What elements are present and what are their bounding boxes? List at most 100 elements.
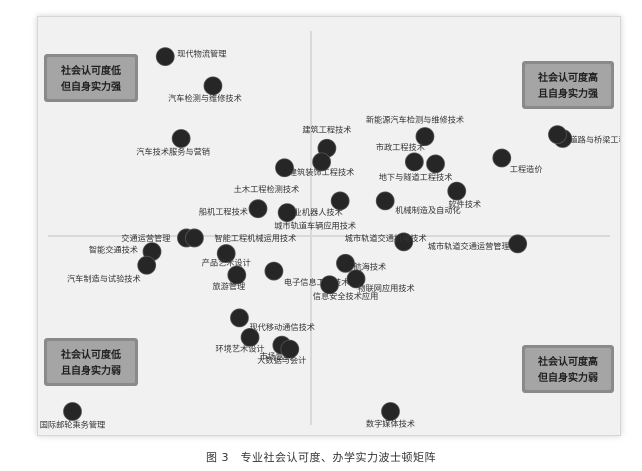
- scatter-point-label: 城市轨道车辆应用技术: [274, 221, 356, 231]
- scatter-point-label: 城市轨道交通机电技术: [345, 233, 427, 243]
- quadrant-bottom-left-line2: 且自身实力弱: [61, 364, 121, 377]
- scatter-point-marker: [137, 255, 157, 275]
- scatter-point: 建筑装饰工程技术: [289, 152, 355, 177]
- scatter-point-marker: [216, 244, 236, 263]
- scatter-point-label: 旅游管理: [212, 281, 245, 291]
- scatter-point-label: 建筑装饰工程技术: [289, 167, 355, 177]
- scatter-point-label: 市场营销: [259, 351, 292, 361]
- scatter-point-label: 船机工程技术: [199, 207, 248, 217]
- scatter-point: 物联网应用技术: [346, 269, 415, 293]
- scatter-point: 市政工程技术: [376, 142, 425, 172]
- scatter-point-label: 电子信息工程技术: [284, 277, 350, 287]
- scatter-point-label: 新能源汽车检测与维修技术: [366, 115, 464, 125]
- scatter-point-marker: [346, 269, 366, 289]
- scatter-point-label: 市政工程技术: [376, 142, 425, 152]
- scatter-point: 现代移动通信技术: [230, 308, 315, 332]
- scatter-point: 城市轨道交通运营管理: [428, 234, 528, 254]
- scatter-point: 地下与隧道工程技术: [379, 154, 453, 182]
- scatter-point-marker: [375, 191, 395, 211]
- scatter-point-label: 地下与隧道工程技术: [379, 172, 453, 182]
- scatter-point-marker: [277, 203, 297, 223]
- scatter-point-marker: [280, 339, 300, 359]
- scatter-point-marker: [394, 232, 414, 252]
- scatter-point-marker: [320, 275, 339, 295]
- quadrant-top-left-line2: 但自身实力强: [60, 80, 121, 93]
- scatter-point: 数字媒体技术: [366, 402, 415, 429]
- scatter-point-label: 土木工程检测技术: [234, 184, 300, 194]
- quadrant-top-right-line2: 且自身实力强: [538, 87, 598, 100]
- figure-caption: 图 3 专业社会认可度、办学实力波士顿矩阵: [206, 451, 436, 464]
- scatter-point-marker: [227, 265, 247, 285]
- scatter-point-marker: [171, 129, 191, 148]
- scatter-point: 环境艺术设计: [215, 327, 265, 353]
- scatter-point-label: 现代物流管理: [177, 49, 226, 59]
- scatter-point-marker: [508, 234, 528, 254]
- scatter-point-label: 机械制造及自动化: [395, 205, 461, 215]
- scatter-point-marker: [275, 158, 294, 178]
- scatter-point-marker: [415, 127, 435, 146]
- scatter-point-label: 建筑工程技术: [302, 124, 351, 134]
- quadrant-top-right-line1: 社会认可度高: [537, 71, 598, 84]
- quadrant-bottom-right-line1: 社会认可度高: [537, 355, 598, 368]
- scatter-point: 工程造价: [492, 148, 543, 174]
- scatter-point: 软件技术: [447, 181, 481, 209]
- scatter-point-label: 汽车检测与维修技术: [168, 93, 242, 103]
- scatter-point: 旅游管理: [212, 265, 247, 291]
- scatter-point: 城市轨道交通机电技术: [345, 232, 427, 252]
- scatter-point: 新能源汽车检测与维修技术: [366, 115, 464, 146]
- quadrant-box-bottom-left: 社会认可度低 且自身实力弱: [44, 338, 138, 386]
- scatter-point-label: 物联网应用技术: [357, 283, 414, 293]
- scatter-point-marker: [312, 152, 332, 172]
- scatter-point: 建筑工程技术: [302, 124, 351, 158]
- scatter-point: 现代物流管理: [155, 47, 226, 66]
- scatter-point-marker: [184, 228, 204, 248]
- scatter-point-marker: [230, 308, 249, 328]
- scatter-point-label: 信息安全技术应用: [313, 291, 379, 301]
- scatter-point-marker: [492, 148, 512, 168]
- scatter-point: 城市轨道车辆应用技术: [274, 203, 356, 231]
- scatter-point-label: 工业机器人技术: [285, 207, 342, 217]
- scatter-point: 工业机器人技术: [285, 191, 350, 217]
- scatter-point: 大数据与会计: [257, 339, 306, 365]
- scatter-point-label: 环境艺术设计: [215, 343, 264, 353]
- scatter-point-label: 软件技术: [448, 199, 481, 209]
- quadrant-top-left-line1: 社会认可度低: [60, 64, 121, 77]
- scatter-point: 智能工程机械运用技术: [184, 228, 296, 248]
- scatter-point: 汽车制造与试验技术: [67, 255, 157, 283]
- scatter-point-marker: [548, 125, 567, 144]
- quadrant-box-top-left: 社会认可度低 但自身实力强: [44, 54, 138, 102]
- scatter-point: 信息安全技术应用: [313, 275, 379, 301]
- scatter-point-marker: [404, 152, 424, 172]
- scatter-point: 船机工程技术: [199, 199, 268, 219]
- scatter-point-label: 智能工程机械运用技术: [214, 233, 296, 243]
- scatter-point-label: 工程造价: [510, 164, 543, 174]
- scatter-point: 产品艺术设计: [202, 244, 251, 268]
- quadrant-box-top-right: 社会认可度高 且自身实力强: [522, 61, 614, 109]
- scatter-point: 航海技术: [336, 253, 386, 273]
- scatter-point-marker: [248, 199, 268, 219]
- scatter-point-marker: [240, 327, 260, 347]
- scatter-point-label: 现代移动通信技术: [249, 322, 315, 332]
- quadrant-bottom-right-line2: 但自身实力弱: [537, 371, 598, 384]
- scatter-point-label: 航海技术: [353, 261, 386, 271]
- scatter-point-label: 城市轨道交通运营管理: [428, 241, 510, 251]
- scatter-point-marker: [447, 181, 467, 201]
- scatter-point: 电子信息工程技术: [264, 261, 350, 287]
- scatter-point-label: 大数据与会计: [257, 355, 306, 365]
- scatter-point-marker: [203, 76, 223, 96]
- scatter-point-label: 数字媒体技术: [366, 419, 415, 429]
- scatter-point: 土木工程检测技术: [234, 158, 300, 194]
- scatter-point: 汽车技术服务与营销: [136, 129, 210, 157]
- scatter-point-label: 汽车制造与试验技术: [67, 273, 141, 283]
- scatter-point-label: 产品艺术设计: [202, 258, 251, 268]
- scatter-point-marker: [330, 191, 350, 211]
- quadrant-box-bottom-right: 社会认可度高 但自身实力弱: [522, 345, 614, 393]
- scatter-point: 道路与桥梁工程技术: [548, 125, 620, 145]
- chart-frame: 社会认可度低 但自身实力强 社会认可度高 且自身实力强 社会认可度低 且自身实力…: [37, 16, 621, 436]
- chart-svg: 社会认可度低 但自身实力强 社会认可度高 且自身实力强 社会认可度低 且自身实力…: [40, 31, 620, 430]
- scatter-point-marker: [426, 154, 445, 174]
- scatter-point: 汽车检测与维修技术: [168, 76, 242, 103]
- scatter-point-label: 道路与桥梁工程技术: [569, 135, 620, 145]
- scatter-point-label: 汽车技术服务与营销: [136, 147, 210, 157]
- scatter-point: 国际邮轮乘务管理: [40, 402, 105, 430]
